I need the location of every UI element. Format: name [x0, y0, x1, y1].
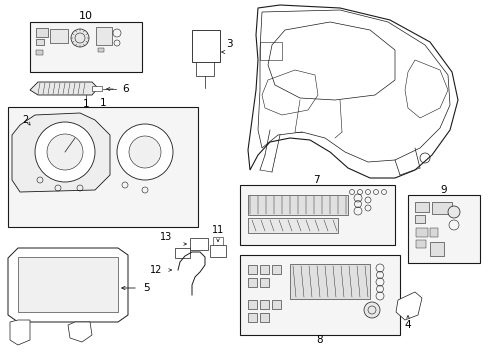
Text: 9: 9 [440, 185, 447, 195]
Bar [190, 238, 207, 250]
Bar [92, 86, 102, 91]
Bar [18, 257, 118, 312]
Text: 5: 5 [142, 283, 149, 293]
Text: 11: 11 [211, 225, 224, 235]
Text: 3: 3 [225, 39, 232, 49]
Bar [431, 202, 451, 214]
Bar [50, 29, 68, 43]
Bar [192, 30, 220, 62]
Text: 12: 12 [149, 265, 162, 275]
Bar [260, 265, 268, 274]
Text: 1: 1 [82, 99, 89, 109]
Bar [247, 218, 337, 233]
Bar [213, 237, 223, 245]
Circle shape [363, 302, 379, 318]
Bar [175, 248, 190, 258]
Bar [247, 195, 347, 215]
Bar [407, 195, 479, 263]
Circle shape [71, 29, 89, 47]
Bar [429, 242, 443, 256]
Bar [240, 255, 399, 335]
Text: 10: 10 [79, 11, 93, 21]
Bar [240, 185, 394, 245]
Bar [96, 27, 112, 45]
Text: 1: 1 [100, 98, 106, 108]
Bar [289, 264, 369, 299]
Bar [247, 265, 257, 274]
Bar [98, 48, 104, 52]
Bar [271, 300, 281, 309]
Bar [414, 202, 428, 212]
Bar [8, 107, 198, 227]
Bar [30, 22, 142, 72]
Bar [260, 300, 268, 309]
Bar [260, 313, 268, 322]
Bar [36, 50, 43, 55]
Text: 4: 4 [404, 320, 410, 330]
Polygon shape [395, 292, 421, 320]
Circle shape [129, 136, 161, 168]
Bar [247, 300, 257, 309]
Bar [260, 42, 282, 60]
Polygon shape [247, 5, 457, 178]
Bar [415, 228, 427, 237]
Bar [260, 278, 268, 287]
Bar [196, 62, 214, 76]
Text: 7: 7 [312, 175, 319, 185]
Bar [209, 245, 225, 257]
Bar [429, 228, 437, 237]
Circle shape [47, 134, 83, 170]
Polygon shape [10, 320, 30, 345]
Bar [271, 265, 281, 274]
Polygon shape [267, 22, 394, 100]
Bar [415, 240, 425, 248]
Text: 6: 6 [122, 84, 128, 94]
Bar [36, 28, 48, 37]
Circle shape [117, 124, 173, 180]
Text: 8: 8 [316, 335, 323, 345]
Circle shape [35, 122, 95, 182]
Text: 13: 13 [160, 232, 172, 242]
Bar [247, 313, 257, 322]
Polygon shape [30, 82, 98, 95]
Polygon shape [8, 248, 128, 322]
Bar [414, 215, 424, 223]
Polygon shape [12, 113, 110, 192]
Bar [247, 278, 257, 287]
Polygon shape [68, 322, 92, 342]
Bar [36, 39, 44, 45]
Text: 2: 2 [22, 115, 28, 125]
Circle shape [447, 206, 459, 218]
